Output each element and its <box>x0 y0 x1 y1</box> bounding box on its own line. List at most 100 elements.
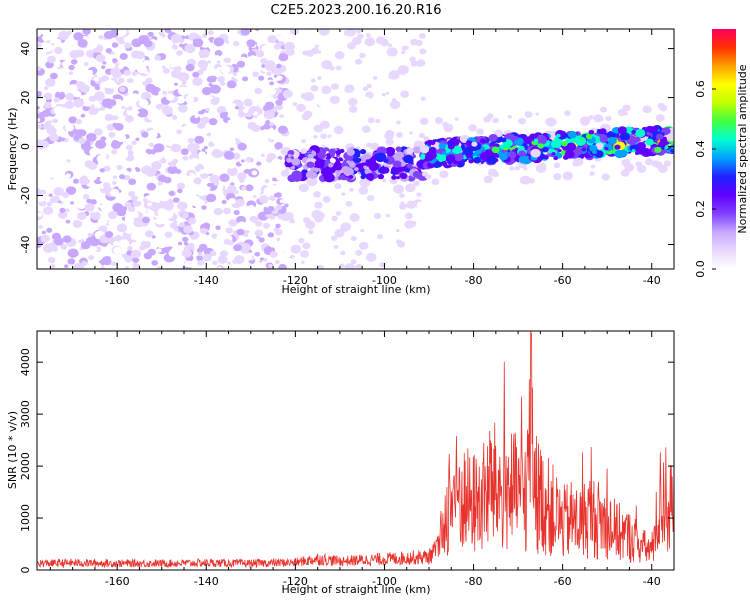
spectrogram-cell <box>389 100 401 110</box>
spectrogram-cell <box>108 221 113 225</box>
spectrogram-cell <box>62 223 67 227</box>
spectrogram-cell <box>113 246 122 255</box>
spectrogram-cell <box>388 245 394 250</box>
spectrogram-cell <box>179 165 188 172</box>
spectrogram-cell <box>143 39 153 48</box>
spectrogram-cell <box>509 166 515 171</box>
spectrogram-cell <box>236 60 246 68</box>
spectrogram-cell <box>520 175 531 185</box>
spectrogram-cell <box>177 241 183 246</box>
spectrogram-cell <box>62 235 72 243</box>
spectrogram-cell <box>38 224 43 229</box>
snr-x-tick-label: -80 <box>465 575 483 588</box>
spectrogram-cell <box>198 151 206 159</box>
spectrogram-cell <box>177 86 189 96</box>
spectrogram-cell <box>153 66 160 71</box>
spectrogram-cell <box>333 244 339 250</box>
spectrogram-cell <box>123 170 130 175</box>
spectrogram-cell <box>396 176 400 180</box>
spectrogram-cell <box>269 250 278 258</box>
spectrogram-cell <box>583 152 590 158</box>
spectrogram-cell <box>251 170 258 176</box>
spectrogram-cell <box>418 132 425 139</box>
spectrogram-cell <box>169 161 177 168</box>
spectrogram-cell <box>276 244 286 253</box>
spectrogram-cell <box>599 135 609 143</box>
spectrogram-x-label: Height of straight line (km) <box>281 283 430 296</box>
spectrogram-cell <box>170 69 182 79</box>
spectrogram-cell <box>291 170 303 180</box>
spectrogram-cell <box>556 133 561 138</box>
spectrogram-cell <box>41 34 50 42</box>
spectrogram-cell <box>100 136 107 142</box>
spectrogram-cell <box>59 142 65 147</box>
spectrogram-cell <box>205 232 210 236</box>
spectrogram-cell <box>522 166 528 171</box>
spectrogram-cell <box>119 86 126 92</box>
spectrogram-cell <box>341 165 351 174</box>
spectrogram-cell <box>326 155 332 160</box>
spectrogram-cell <box>99 185 105 189</box>
spectrogram-cell <box>476 128 484 135</box>
spectrogram-cell <box>161 105 173 116</box>
spectrogram-cell <box>85 237 95 245</box>
spectrogram-cell <box>410 60 418 67</box>
spectrogram-cell <box>398 203 407 210</box>
spectrogram-cell <box>215 55 220 59</box>
spectrogram-cell <box>119 174 126 180</box>
spectrogram-cell <box>242 42 247 47</box>
spectrogram-cell <box>90 210 101 220</box>
spectrogram-cell <box>258 195 269 204</box>
spectrogram-cell <box>327 134 332 138</box>
spectrogram-cell <box>242 76 249 82</box>
spectrogram-cell <box>242 108 249 114</box>
spectrogram-cell <box>68 64 75 71</box>
spectrogram-cell <box>320 133 327 139</box>
spectrogram-cell <box>102 61 107 65</box>
spectrogram-cell <box>99 168 105 173</box>
spectrogram-cell <box>273 95 278 100</box>
spectrogram-cell <box>260 153 265 158</box>
spectrogram-cell <box>37 152 44 162</box>
spectrogram-cell <box>52 118 59 124</box>
spectrogram-cell <box>296 103 306 112</box>
spectrogram-cell <box>115 133 127 143</box>
spectrogram-cell <box>446 154 456 162</box>
spectrogram-cell <box>283 117 289 122</box>
spectrogram-cell <box>254 229 264 237</box>
spectrogram-cell <box>579 106 590 115</box>
spectrogram-cell <box>313 191 321 198</box>
spectrogram-cell <box>236 228 245 236</box>
spectrogram-cell <box>400 138 408 145</box>
spectrogram-cell <box>561 140 568 147</box>
spectrogram-cell <box>375 36 386 45</box>
spectrogram-cell-group <box>37 29 674 269</box>
spectrogram-cell <box>303 29 315 34</box>
spectrogram-cell <box>283 203 289 208</box>
spectrogram-cell <box>583 143 589 148</box>
spectrogram-cell <box>399 70 406 76</box>
spectrogram-cell <box>492 171 499 178</box>
spectrogram-cell <box>163 201 174 211</box>
spectrogram-cell <box>396 120 401 125</box>
spectrogram-cell <box>252 71 260 78</box>
spectrogram-cell <box>266 71 272 76</box>
spectrogram-cell <box>406 147 414 155</box>
spectrogram-cell <box>363 106 371 113</box>
spectrogram-cell <box>72 219 83 228</box>
spectrogram-cell <box>473 156 482 164</box>
spectrogram-cell <box>388 74 394 80</box>
spectrogram-cell <box>153 143 165 153</box>
spectrogram-cell <box>572 147 583 156</box>
spectrogram-cell <box>392 160 402 168</box>
spectrogram-cell <box>209 174 220 183</box>
spectrogram-cell <box>328 163 334 168</box>
spectrogram-cell <box>359 169 364 174</box>
spectrogram-cell <box>183 241 189 246</box>
spectrogram-cell <box>86 118 91 123</box>
spectrogram-cell <box>86 198 92 204</box>
spectrogram-cell <box>190 148 198 155</box>
spectrogram-cell <box>551 152 556 156</box>
spectrogram-cell <box>409 262 414 266</box>
spectrogram-cell <box>635 128 646 138</box>
